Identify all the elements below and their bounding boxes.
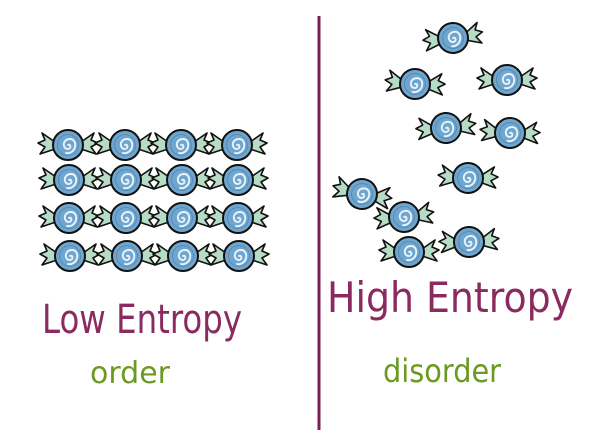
ordered-candy <box>150 129 212 161</box>
scattered-candy <box>478 115 542 151</box>
scattered-candy <box>328 172 396 216</box>
scattered-candy <box>383 65 447 103</box>
scattered-candy-cluster <box>328 17 542 268</box>
ordered-candy <box>38 164 100 196</box>
scattered-candy <box>420 17 486 59</box>
ordered-candy <box>39 240 101 272</box>
order-label: order <box>90 356 171 391</box>
ordered-candy <box>151 202 213 234</box>
ordered-candy <box>95 164 157 196</box>
scattered-candy <box>413 109 479 147</box>
ordered-candy <box>151 164 213 196</box>
ordered-candy <box>38 202 100 234</box>
scattered-candy <box>378 236 440 268</box>
ordered-candy <box>152 240 214 272</box>
ordered-candy <box>37 129 99 161</box>
high-entropy-label: High Entropy <box>327 273 573 322</box>
ordered-candy <box>95 202 157 234</box>
scattered-candy <box>476 64 538 96</box>
ordered-candy <box>207 202 269 234</box>
ordered-candy <box>207 164 269 196</box>
disorder-label: disorder <box>383 352 502 390</box>
ordered-candy <box>208 240 270 272</box>
low-entropy-label: Low Entropy <box>42 297 242 343</box>
ordered-candy <box>94 129 156 161</box>
ordered-candy-grid <box>37 129 270 272</box>
scattered-candy <box>437 224 501 260</box>
scattered-candy <box>436 160 500 196</box>
ordered-candy <box>96 240 158 272</box>
ordered-candy <box>206 129 268 161</box>
